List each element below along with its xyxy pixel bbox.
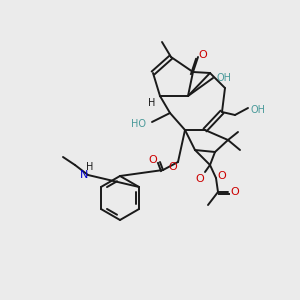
Text: O: O — [231, 187, 239, 197]
Text: H: H — [148, 98, 156, 108]
Text: O: O — [199, 50, 207, 60]
Text: O: O — [218, 171, 226, 181]
Text: H: H — [86, 162, 94, 172]
Text: O: O — [196, 174, 204, 184]
Text: OH: OH — [217, 73, 232, 83]
Text: N: N — [80, 170, 88, 180]
Text: HO: HO — [130, 119, 146, 129]
Text: OH: OH — [250, 105, 266, 115]
Text: O: O — [148, 155, 158, 165]
Text: O: O — [169, 162, 177, 172]
